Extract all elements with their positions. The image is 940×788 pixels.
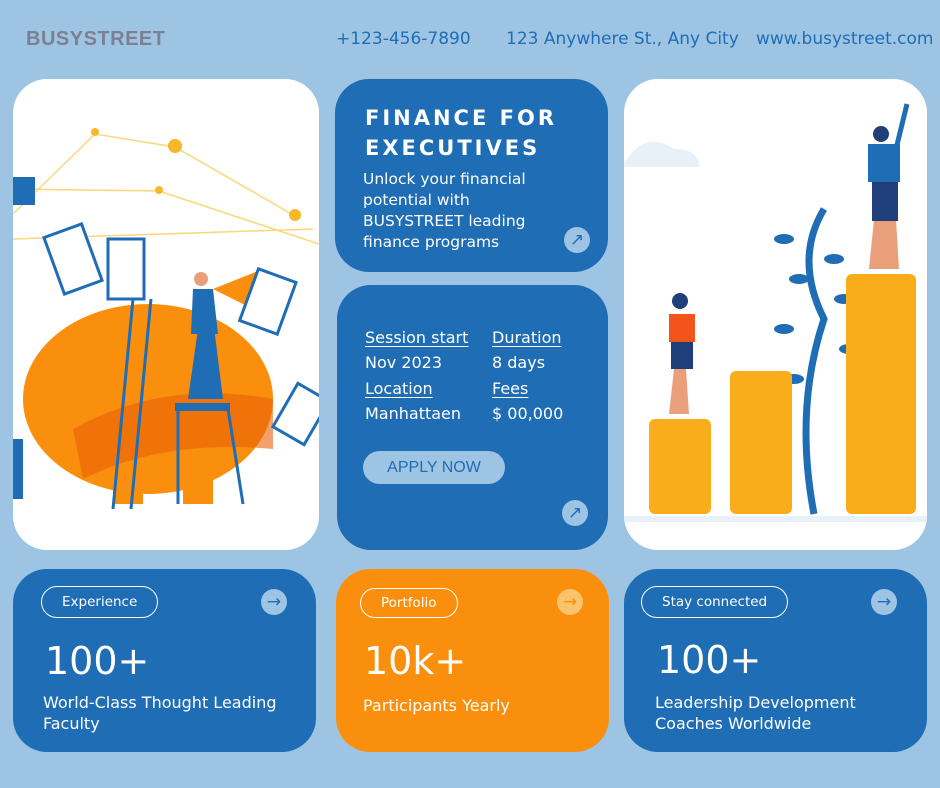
location-label: Location: [365, 379, 433, 398]
stat-value: 10k+: [364, 639, 467, 683]
coins-growth-illustration: [624, 79, 927, 550]
stat-value: 100+: [45, 639, 150, 683]
duration-label: Duration: [492, 328, 562, 347]
details-card: Session start Nov 2023 Duration 8 days L…: [337, 285, 608, 550]
location-value: Manhattaen: [365, 404, 462, 423]
experience-pill[interactable]: Experience: [41, 586, 159, 618]
fees-value: $ 00,000: [492, 404, 564, 423]
piggy-bank-illustration: [13, 79, 319, 550]
arrow-right-icon[interactable]: →: [871, 589, 897, 615]
arrow-right-icon[interactable]: →: [557, 589, 583, 615]
hero-subtitle: Unlock your financial potential with BUS…: [363, 170, 526, 251]
hero-card: FINANCE FOR EXECUTIVES Unlock your finan…: [335, 79, 608, 272]
session-start-value: Nov 2023: [365, 353, 443, 372]
arrow-up-right-icon[interactable]: ↗: [562, 500, 588, 526]
apply-now-button[interactable]: APPLY NOW: [363, 451, 505, 484]
arrow-up-right-icon[interactable]: ↗: [564, 227, 590, 253]
website-link[interactable]: www.busystreet.com: [756, 29, 934, 49]
stat-card-portfolio: Portfolio → 10k+ Participants Yearly: [336, 569, 609, 752]
piggy-bank-icon: [13, 128, 319, 510]
brand-logo: BUSYSTREET: [26, 28, 166, 50]
hero-title: FINANCE FOR EXECUTIVES: [365, 106, 557, 160]
stay-connected-pill[interactable]: Stay connected: [641, 586, 789, 618]
stat-description: World-Class Thought Leading Faculty: [43, 693, 277, 733]
stat-card-experience: Experience → 100+ World-Class Thought Le…: [13, 569, 316, 752]
duration-value: 8 days: [492, 353, 546, 372]
stat-description: Leadership Development Coaches Worldwide: [655, 693, 856, 733]
session-start-label: Session start: [365, 328, 469, 347]
stat-value: 100+: [657, 638, 762, 682]
stat-description: Participants Yearly: [363, 696, 510, 715]
fees-label: Fees: [492, 379, 529, 398]
stat-card-stay-connected: Stay connected → 100+ Leadership Develop…: [624, 569, 927, 752]
address: 123 Anywhere St., Any City: [506, 29, 739, 49]
arrow-right-icon[interactable]: →: [261, 589, 287, 615]
portfolio-pill[interactable]: Portfolio: [360, 588, 458, 618]
phone: +123-456-7890: [336, 29, 471, 49]
coin-stacks-icon: [624, 103, 927, 522]
